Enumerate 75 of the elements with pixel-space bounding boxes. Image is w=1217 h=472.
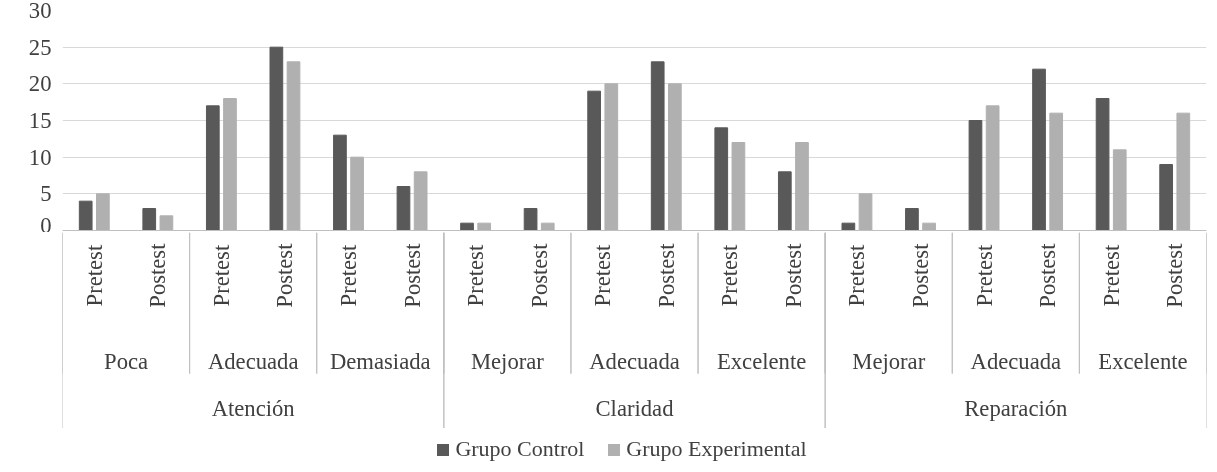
x-tick-label: Pretest bbox=[844, 244, 870, 307]
bar bbox=[777, 171, 792, 231]
text: Excelente bbox=[1098, 349, 1188, 375]
x-tick-label: Postest bbox=[1035, 242, 1061, 308]
legend-label: Grupo Experimental bbox=[626, 436, 807, 461]
bar bbox=[650, 61, 665, 231]
x-tick-label: Pretest bbox=[590, 244, 616, 307]
x-tick-label: Postest bbox=[272, 242, 298, 308]
bar bbox=[1112, 149, 1127, 231]
text: Excelente bbox=[716, 349, 807, 375]
x-tick-label: Pretest bbox=[336, 244, 361, 307]
bar bbox=[396, 186, 411, 231]
text: Reparación bbox=[964, 396, 1068, 422]
bar bbox=[1032, 68, 1046, 231]
bar bbox=[269, 46, 284, 231]
text: Demasiada bbox=[329, 349, 431, 375]
y-tick-label: 5 bbox=[40, 181, 52, 207]
x-tick-label: Postest bbox=[653, 242, 679, 308]
text: Adecuada bbox=[970, 349, 1062, 375]
bar bbox=[985, 105, 1000, 231]
bar bbox=[795, 142, 809, 231]
x-tick-label: Postest bbox=[1162, 242, 1188, 308]
y-tick-label: 20 bbox=[28, 71, 52, 97]
text: Poca bbox=[104, 349, 149, 375]
x-tick-label: Pretest bbox=[463, 244, 489, 307]
x-tick-label: Postest bbox=[145, 242, 171, 308]
bar bbox=[223, 98, 237, 231]
bar bbox=[922, 222, 936, 231]
y-tick-label: 25 bbox=[28, 34, 52, 60]
text: Atención bbox=[211, 396, 295, 422]
bar bbox=[78, 200, 93, 231]
bar bbox=[1176, 112, 1191, 231]
bar bbox=[1159, 164, 1173, 231]
bar bbox=[540, 222, 555, 231]
text: Mejorar bbox=[470, 349, 545, 375]
bar bbox=[350, 156, 364, 231]
bar bbox=[159, 215, 174, 231]
x-tick-label: Postest bbox=[908, 242, 933, 308]
bar bbox=[841, 222, 856, 231]
y-tick-label: 0 bbox=[40, 212, 52, 238]
x-tick-label: Postest bbox=[399, 242, 425, 308]
x-tick-label: Pretest bbox=[717, 244, 743, 307]
x-tick-label: Postest bbox=[780, 242, 806, 308]
bar bbox=[523, 208, 538, 231]
x-tick-label: Pretest bbox=[208, 244, 234, 307]
bar bbox=[968, 120, 983, 231]
text: Claridad bbox=[595, 396, 675, 422]
bar bbox=[668, 83, 682, 231]
bar bbox=[96, 193, 110, 231]
bar bbox=[905, 208, 919, 231]
x-tick-label: Postest bbox=[526, 242, 552, 308]
x-tick-label: Pretest bbox=[971, 244, 997, 307]
bar bbox=[587, 90, 601, 231]
bar bbox=[413, 171, 428, 231]
text: Adecuada bbox=[589, 349, 680, 375]
bar bbox=[142, 208, 157, 231]
legend-label: Grupo Control bbox=[455, 436, 585, 461]
bar bbox=[205, 105, 220, 231]
bar bbox=[286, 61, 301, 231]
y-tick-label: 10 bbox=[28, 144, 52, 170]
bar bbox=[731, 142, 746, 231]
x-tick-label: Pretest bbox=[1098, 244, 1124, 307]
x-tick-label: Pretest bbox=[81, 244, 107, 307]
bar bbox=[714, 127, 729, 231]
bar bbox=[1095, 98, 1110, 231]
bar bbox=[858, 193, 873, 231]
bar bbox=[333, 134, 347, 231]
y-tick-label: 30 bbox=[28, 0, 52, 23]
bar bbox=[604, 83, 619, 231]
bar bbox=[1049, 112, 1064, 231]
text: Adecuada bbox=[207, 349, 299, 375]
text: Mejorar bbox=[852, 349, 926, 375]
bar bbox=[477, 222, 492, 231]
bar bbox=[460, 222, 474, 231]
y-tick-label: 15 bbox=[28, 108, 52, 133]
